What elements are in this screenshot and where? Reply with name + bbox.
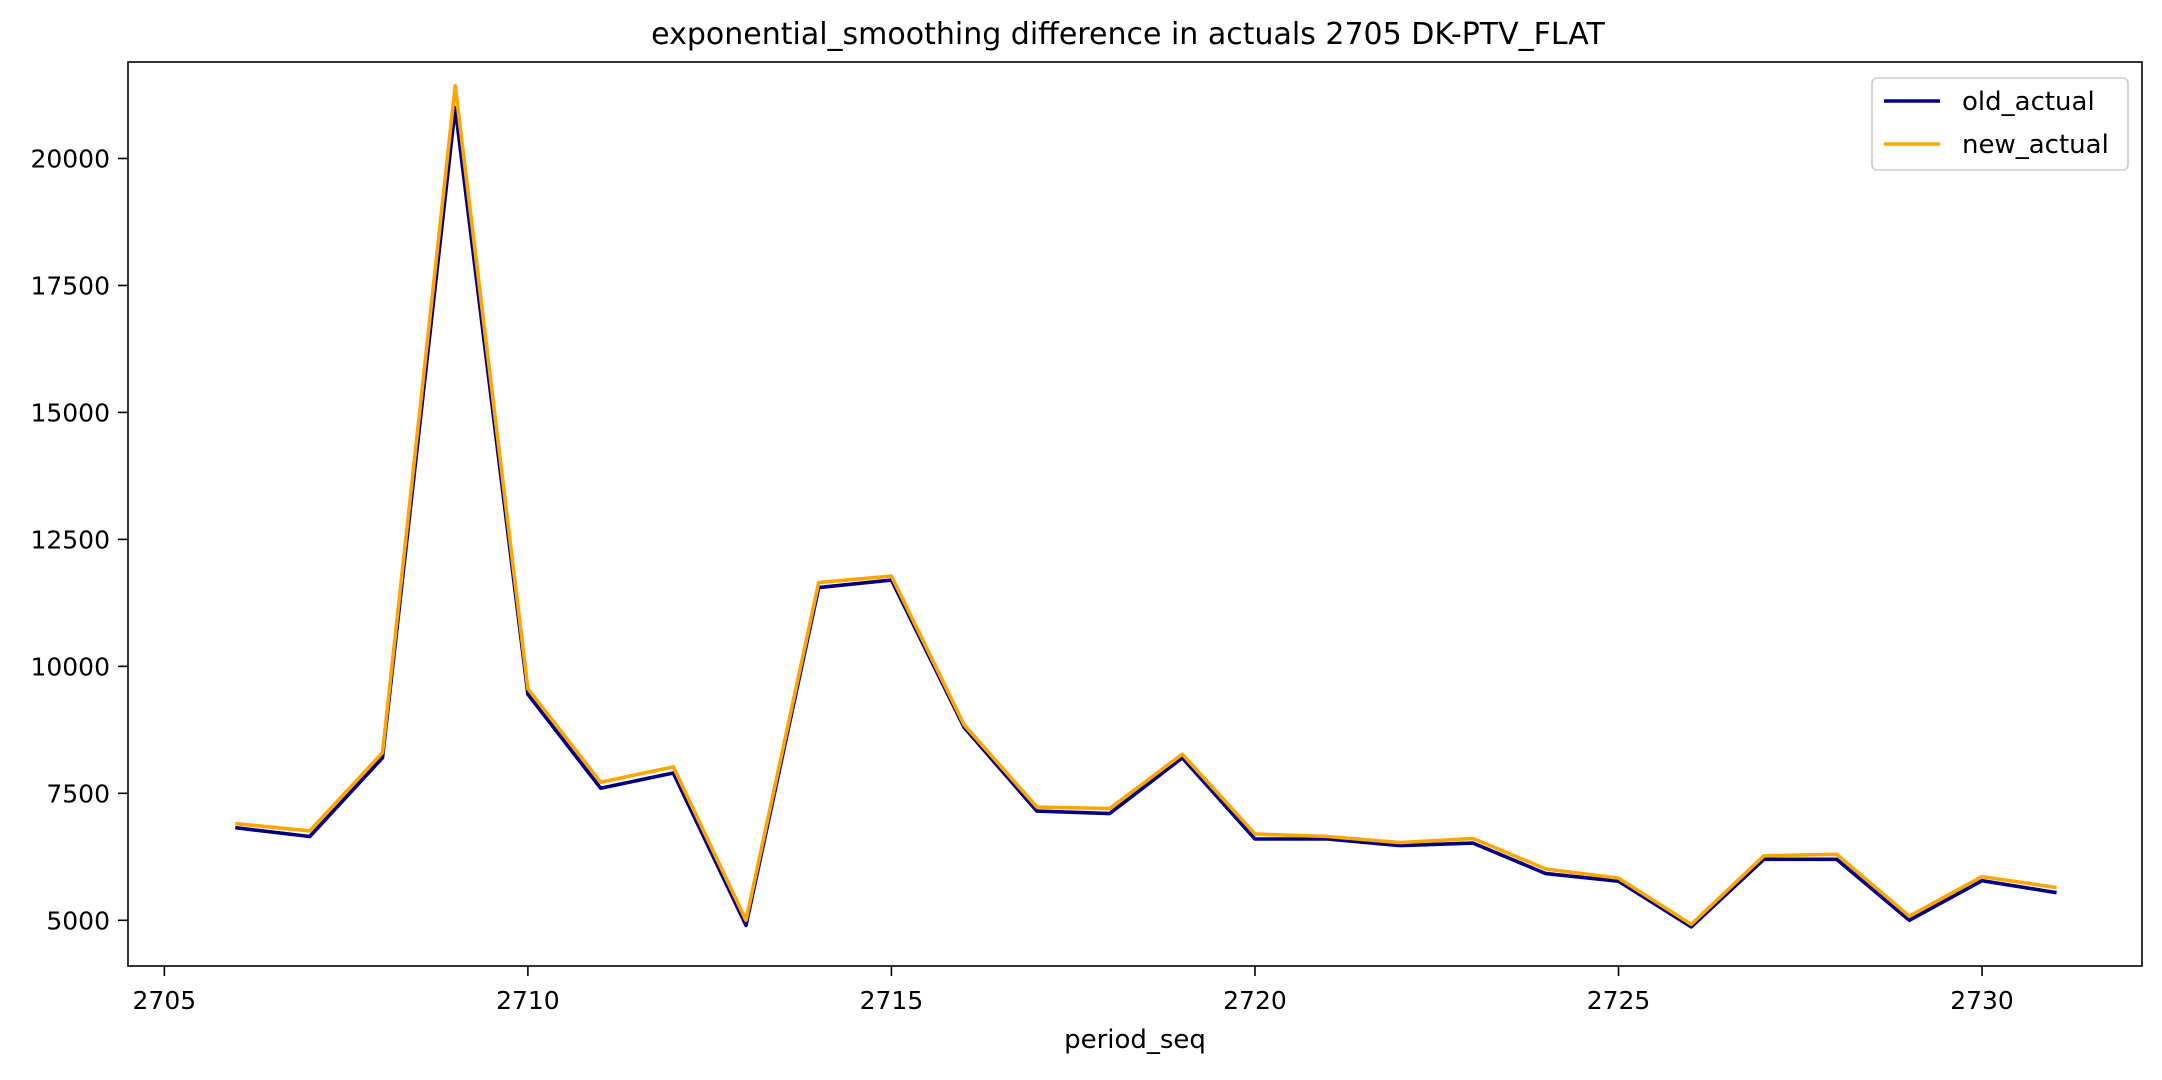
- y-tick-label: 10000: [30, 652, 110, 681]
- y-tick-label: 17500: [30, 271, 110, 300]
- y-tick-label: 15000: [30, 398, 110, 427]
- plot-frame: [127, 61, 2143, 967]
- x-tick-label: 2710: [496, 986, 560, 1015]
- chart-title: exponential_smoothing difference in actu…: [651, 17, 1605, 52]
- y-tick-label: 5000: [46, 906, 110, 935]
- legend-label: new_actual: [1962, 130, 2109, 160]
- y-tick-label: 20000: [30, 144, 110, 173]
- series-line-old-actual: [235, 105, 2057, 929]
- legend-label: old_actual: [1962, 87, 2095, 117]
- legend: old_actual new_actual: [1871, 77, 2129, 171]
- y-tick-label: 7500: [46, 779, 110, 808]
- plot-area: [235, 84, 2057, 929]
- x-tick-label: 2705: [133, 986, 197, 1015]
- x-axis-label: period_seq: [1064, 1025, 1206, 1055]
- x-tick-label: 2720: [1223, 986, 1287, 1015]
- x-tick-label: 2730: [1950, 986, 2014, 1015]
- x-tick-label: 2725: [1587, 986, 1651, 1015]
- y-tick-label: 12500: [30, 525, 110, 554]
- series-line-new-actual: [235, 84, 2057, 927]
- x-tick-label: 2715: [860, 986, 924, 1015]
